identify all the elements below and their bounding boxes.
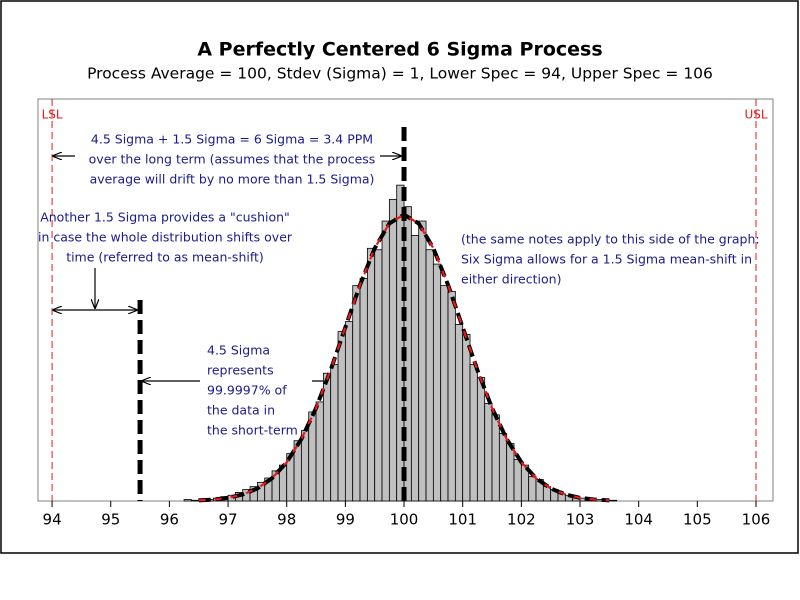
bar — [462, 334, 471, 502]
annotation: time (referred to as mean-shift) — [66, 250, 264, 265]
bar — [300, 430, 310, 502]
bar — [330, 364, 339, 502]
annotation: the short-term — [207, 423, 298, 438]
reference-label: USL — [744, 108, 767, 122]
annotation: (the same notes apply to this side of th… — [461, 232, 760, 247]
bar — [469, 364, 478, 502]
bar — [454, 324, 464, 502]
annotation: the data in — [207, 403, 275, 418]
annotation: over the long term (assumes that the pro… — [89, 152, 376, 167]
annotation: Six Sigma allows for a 1.5 Sigma mean-sh… — [461, 252, 752, 267]
annotation: 99.9997% of — [207, 383, 287, 398]
x-tick-label: 102 — [507, 511, 536, 529]
bar — [388, 199, 398, 502]
bar — [425, 249, 434, 502]
annotation: in case the whole distribution shifts ov… — [38, 230, 293, 245]
reference-label: LSL — [42, 108, 63, 122]
annotation: average will drift by no more than 1.5 S… — [90, 172, 375, 187]
bar — [491, 414, 500, 502]
annotation: 4.5 Sigma + 1.5 Sigma = 6 Sigma = 3.4 PP… — [91, 132, 373, 147]
x-tick-label: 106 — [742, 511, 771, 529]
bar — [498, 433, 508, 502]
annotation: either direction) — [461, 272, 561, 287]
bar — [374, 249, 383, 502]
x-tick-label: 98 — [277, 511, 296, 529]
bar — [506, 443, 515, 502]
bar — [528, 476, 537, 502]
bar — [359, 278, 368, 502]
bar — [337, 331, 346, 502]
chart-title: A Perfectly Centered 6 Sigma Process — [197, 39, 602, 61]
chart-subtitle: Process Average = 100, Stdev (Sigma) = 1… — [87, 65, 713, 83]
bar — [183, 499, 192, 502]
x-tick-label: 101 — [448, 511, 477, 529]
bar — [410, 234, 420, 502]
x-tick-label: 104 — [624, 511, 653, 529]
bar — [344, 321, 354, 502]
bar — [381, 220, 390, 502]
bar — [608, 499, 618, 502]
x-tick-label: 103 — [566, 511, 595, 529]
bar — [322, 372, 332, 502]
x-tick-label: 100 — [390, 511, 419, 529]
x-tick-label: 99 — [336, 511, 355, 529]
bar — [484, 402, 493, 502]
bar — [432, 263, 442, 502]
bar — [315, 401, 324, 502]
bar — [352, 285, 361, 502]
bar — [190, 499, 200, 502]
x-tick-label: 105 — [683, 511, 712, 529]
annotation: Another 1.5 Sigma provides a "cushion" — [40, 210, 290, 225]
x-tick-label: 97 — [219, 511, 238, 529]
annotation: represents — [207, 363, 274, 378]
bar — [513, 458, 522, 502]
bar — [476, 377, 486, 502]
bar — [418, 220, 427, 502]
bar — [447, 290, 456, 502]
annotation: 4.5 Sigma — [207, 343, 270, 358]
x-tick-label: 96 — [160, 511, 179, 529]
x-tick-label: 94 — [43, 511, 62, 529]
x-tick-label: 95 — [101, 511, 120, 529]
bar — [440, 285, 449, 502]
bar — [366, 247, 376, 502]
